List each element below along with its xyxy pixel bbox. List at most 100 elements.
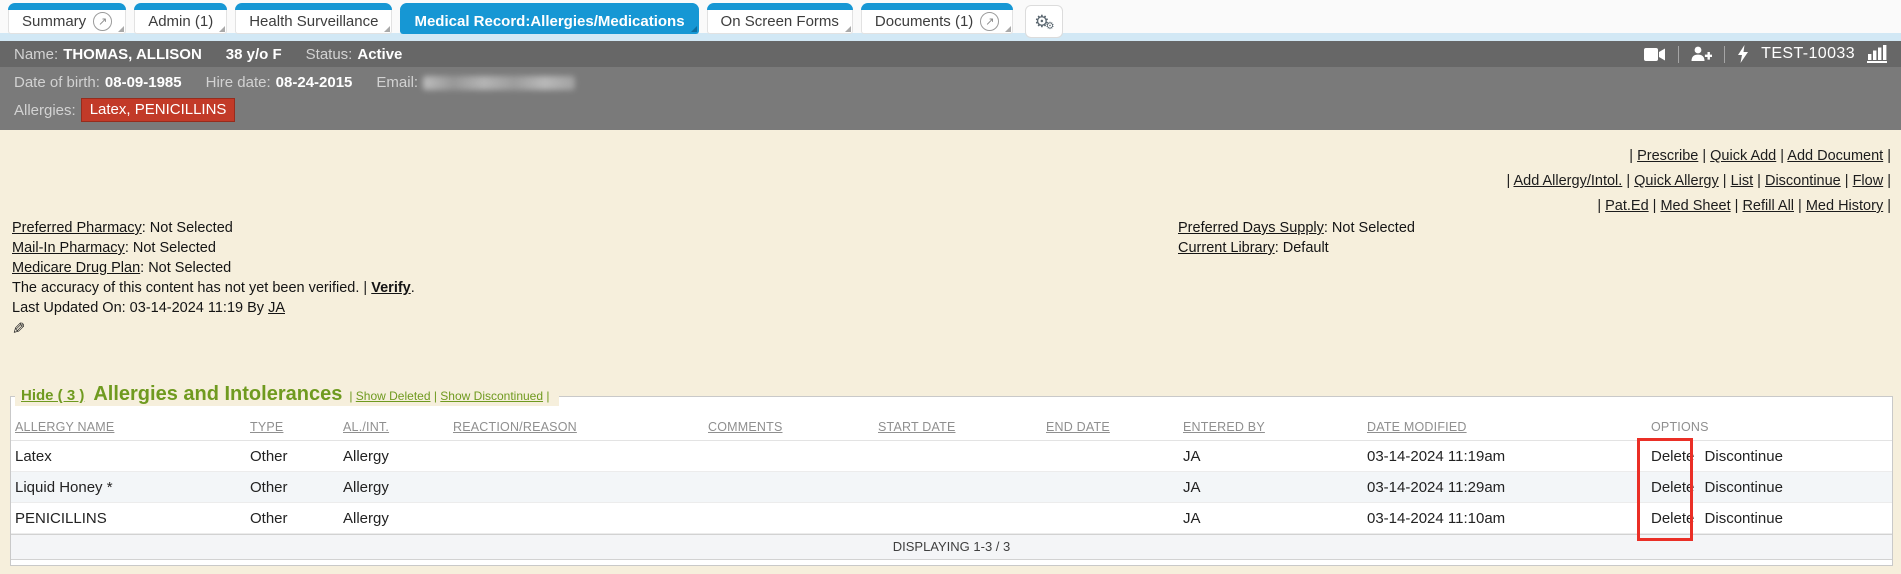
- legend-links: | Show Deleted | Show Discontinued |: [349, 389, 549, 403]
- email-value-redacted: [423, 75, 576, 90]
- pharmacy-info-block: Preferred Pharmacy : Not Selected Mail-In…: [12, 220, 415, 338]
- pipe-separator: |: [1622, 173, 1635, 189]
- cell-type: Other: [246, 440, 339, 472]
- patient-name: THOMAS, ALLISON: [63, 45, 202, 63]
- col-date-modified[interactable]: DATE MODIFIED: [1367, 420, 1467, 434]
- table-row: Liquid Honey * Other Allergy JA 03-14-20…: [11, 471, 1892, 503]
- col-end-date[interactable]: END DATE: [1046, 420, 1110, 434]
- pipe-separator: |: [349, 389, 356, 403]
- gear-icon: ⚙: [1034, 12, 1050, 31]
- table-row: PENICILLINS Other Allergy JA 03-14-2024 …: [11, 502, 1892, 534]
- cell-date-modified: 03-14-2024 11:19am: [1363, 440, 1647, 472]
- cell-start-date: [874, 502, 1042, 534]
- cell-reaction: [449, 502, 704, 534]
- link-med-sheet[interactable]: Med Sheet: [1660, 198, 1731, 214]
- patient-id: TEST-10033: [1761, 45, 1855, 62]
- col-al-int[interactable]: AL./INT.: [343, 420, 390, 434]
- link-pat-ed[interactable]: Pat.Ed: [1605, 198, 1649, 214]
- cell-type: Other: [246, 471, 339, 503]
- video-camera-icon[interactable]: [1644, 47, 1666, 62]
- chart-stats-icon[interactable]: [1867, 45, 1887, 63]
- col-start-date[interactable]: START DATE: [878, 420, 956, 434]
- cell-allergy-name: Latex: [11, 440, 246, 472]
- tab-label: Documents (1): [874, 13, 974, 30]
- edit-pencil-icon[interactable]: ✎: [12, 321, 26, 338]
- verify-link[interactable]: Verify: [371, 280, 411, 296]
- link-quick-add[interactable]: Quick Add: [1710, 148, 1777, 164]
- last-updated-by-link[interactable]: JA: [268, 300, 285, 316]
- mail-in-pharmacy-link[interactable]: Mail-In Pharmacy: [12, 240, 125, 256]
- hide-section-link[interactable]: Hide ( 3 ): [21, 387, 85, 404]
- col-reaction-reason[interactable]: REACTION/REASON: [453, 420, 577, 434]
- link-show-deleted[interactable]: Show Deleted: [355, 389, 431, 403]
- medicare-drug-plan-link[interactable]: Medicare Drug Plan: [12, 260, 141, 276]
- link-med-history[interactable]: Med History: [1805, 198, 1884, 214]
- current-library-link[interactable]: Current Library: [1178, 240, 1275, 256]
- link-refill-all[interactable]: Refill All: [1742, 198, 1795, 214]
- open-external-icon[interactable]: ↗: [93, 12, 113, 31]
- patient-header-bar: Name: THOMAS, ALLISON 38 y/o F Status: A…: [0, 41, 1901, 67]
- lightning-bolt-icon[interactable]: [1737, 45, 1749, 63]
- pipe-separator: |: [1883, 173, 1891, 189]
- cell-al-int: Allergy: [339, 440, 449, 472]
- patient-age-sex: 38 y/o F: [225, 45, 282, 63]
- link-list[interactable]: List: [1730, 173, 1754, 189]
- col-comments[interactable]: COMMENTS: [708, 420, 783, 434]
- delete-link[interactable]: Delete: [1651, 509, 1695, 527]
- current-library-value: : Default: [1274, 240, 1329, 256]
- cell-comments: [704, 502, 874, 534]
- tab-documents[interactable]: Documents (1) ↗: [860, 3, 1014, 34]
- tab-on-screen-forms[interactable]: On Screen Forms: [706, 3, 854, 34]
- tab-medical-record-allergies-medications[interactable]: Medical Record:Allergies/Medications: [400, 3, 699, 34]
- table-row: Latex Other Allergy JA 03-14-2024 11:19a…: [11, 440, 1892, 472]
- medicare-drug-plan-value: : Not Selected: [140, 260, 232, 276]
- verify-notice-text: The accuracy of this content has not yet…: [12, 280, 360, 296]
- hire-date-label: Hire date:: [205, 74, 271, 91]
- cell-reaction: [449, 440, 704, 472]
- delete-link[interactable]: Delete: [1651, 447, 1695, 465]
- delete-link[interactable]: Delete: [1651, 478, 1695, 496]
- discontinue-link[interactable]: Discontinue: [1704, 478, 1783, 496]
- cell-start-date: [874, 471, 1042, 503]
- tab-label: Medical Record:Allergies/Medications: [414, 13, 685, 30]
- cell-date-modified: 03-14-2024 11:10am: [1363, 502, 1647, 534]
- allergy-badge[interactable]: Latex, PENICILLINS: [80, 98, 236, 122]
- cell-comments: [704, 440, 874, 472]
- allergies-label: Allergies:: [14, 101, 76, 119]
- preferred-days-supply-value: : Not Selected: [1323, 220, 1415, 236]
- col-allergy-name[interactable]: ALLERGY NAME: [15, 420, 115, 434]
- pipe-separator: |: [1597, 198, 1606, 214]
- tab-health-surveillance[interactable]: Health Surveillance: [235, 3, 393, 34]
- pipe-separator: |: [543, 389, 550, 403]
- link-add-allergy-intol-[interactable]: Add Allergy/Intol.: [1513, 173, 1623, 189]
- link-quick-allergy[interactable]: Quick Allergy: [1634, 173, 1719, 189]
- discontinue-link[interactable]: Discontinue: [1704, 447, 1783, 465]
- allergies-panel: Hide ( 3 ) Allergies and Intolerances | …: [10, 383, 1893, 566]
- discontinue-link[interactable]: Discontinue: [1704, 509, 1783, 527]
- open-external-icon[interactable]: ↗: [980, 12, 1000, 31]
- settings-button[interactable]: ⚙ ⚙: [1025, 5, 1064, 38]
- cell-date-modified: 03-14-2024 11:29am: [1363, 471, 1647, 503]
- supply-info-block: Preferred Days Supply: Not Selected Curr…: [1178, 218, 1415, 258]
- link-show-discontinued[interactable]: Show Discontinued: [440, 389, 544, 403]
- col-entered-by[interactable]: ENTERED BY: [1183, 420, 1265, 434]
- cell-al-int: Allergy: [339, 471, 449, 503]
- tab-summary[interactable]: Summary ↗: [8, 3, 127, 34]
- tab-admin[interactable]: Admin (1): [134, 3, 228, 34]
- patient-status: Active: [357, 45, 403, 63]
- link-prescribe[interactable]: Prescribe: [1637, 148, 1699, 164]
- preferred-pharmacy-link[interactable]: Preferred Pharmacy: [12, 220, 142, 236]
- col-type[interactable]: TYPE: [250, 420, 284, 434]
- add-person-icon[interactable]: [1691, 46, 1713, 62]
- tabbar-bottom-strip: [0, 33, 1901, 41]
- link-discontinue[interactable]: Discontinue: [1764, 173, 1841, 189]
- preferred-days-supply-link[interactable]: Preferred Days Supply: [1178, 220, 1324, 236]
- divider: [1724, 45, 1726, 63]
- link-flow[interactable]: Flow: [1852, 173, 1884, 189]
- link-add-document[interactable]: Add Document: [1787, 148, 1884, 164]
- pipe-separator: |: [430, 389, 441, 403]
- cell-end-date: [1042, 440, 1179, 472]
- cell-allergy-name: PENICILLINS: [11, 502, 246, 534]
- section-title: Allergies and Intolerances: [93, 383, 343, 405]
- action-links-row-2: | Add Allergy/Intol. | Quick Allergy | L…: [1506, 169, 1891, 194]
